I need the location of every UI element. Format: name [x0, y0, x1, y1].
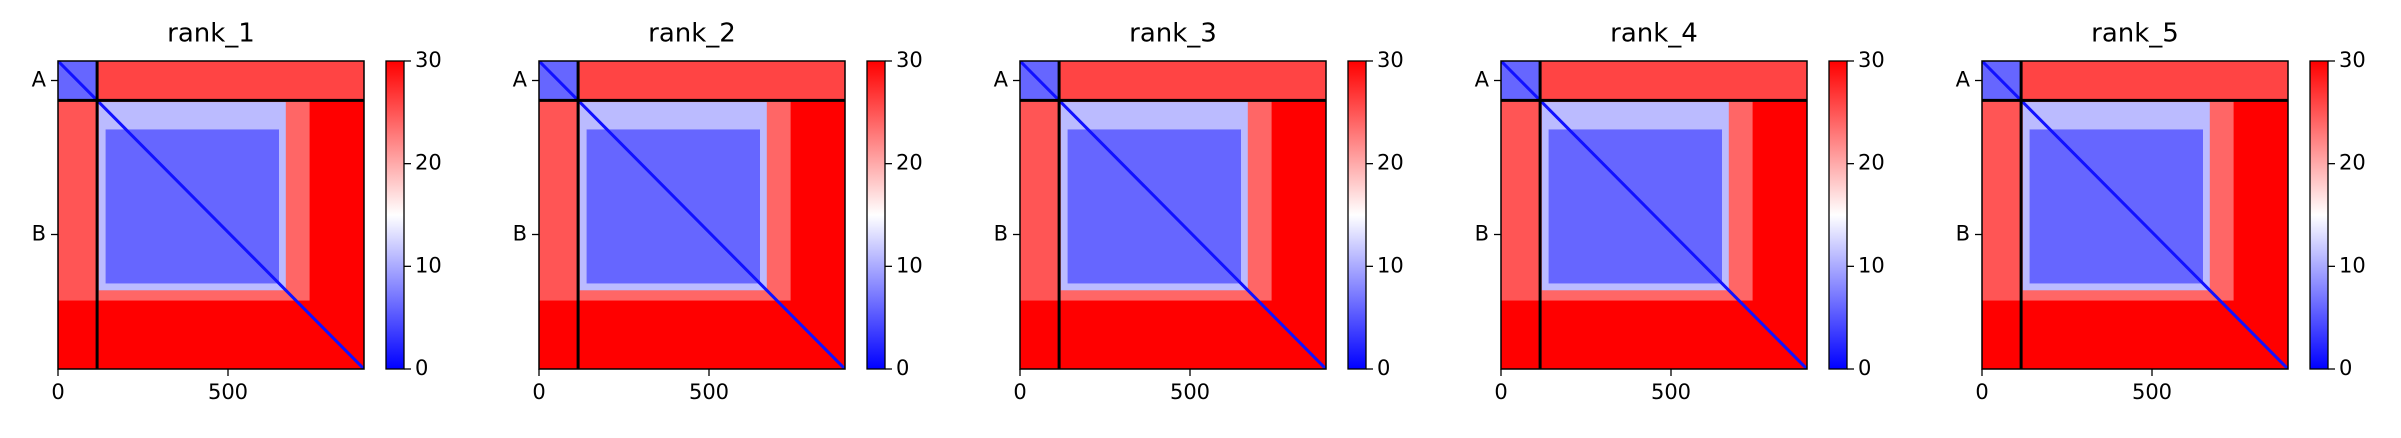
colorbar-tick-label: 0 [2339, 356, 2352, 380]
diagonal [1020, 61, 1326, 369]
diagonal [1982, 61, 2288, 369]
frame [1500, 60, 1808, 370]
panel-title: rank_4 [1610, 19, 1698, 49]
heat-block [1020, 100, 1060, 301]
x-tick-label: 500 [208, 380, 248, 404]
x-tick-label: 0 [51, 380, 64, 404]
diagonal [58, 61, 364, 369]
colorbar-tick-label: 30 [1858, 48, 1885, 72]
heatmap [1501, 61, 1807, 369]
y-tick-label: B [1475, 222, 1489, 246]
y-tick-label: B [1956, 222, 1970, 246]
colorbar [1828, 60, 1848, 370]
heat-block [1067, 129, 1241, 284]
heat-block [586, 129, 760, 284]
heat-block [1540, 61, 1807, 101]
heat-block [578, 61, 845, 101]
heat-block [1548, 129, 1722, 284]
colorbar-tick-label: 10 [896, 253, 923, 277]
colorbar-tick-label: 30 [2339, 48, 2366, 72]
colorbar-tick-label: 0 [1858, 356, 1871, 380]
diagonal [1501, 61, 1807, 369]
heat-block [97, 61, 364, 101]
colorbar-tick-label: 20 [896, 151, 923, 175]
colorbar-tick-label: 10 [2339, 253, 2366, 277]
x-tick-label: 0 [1013, 380, 1026, 404]
colorbar [1347, 60, 1367, 370]
colorbar-tick-label: 20 [1858, 151, 1885, 175]
y-tick-label: A [1956, 68, 1971, 92]
frame [1981, 60, 2289, 370]
heat-block [539, 100, 579, 301]
y-tick-label: A [32, 68, 47, 92]
colorbar-tick-label: 10 [1377, 253, 1404, 277]
heat-block [1501, 100, 1541, 301]
y-tick-label: B [32, 222, 46, 246]
colorbar-tick-label: 0 [1377, 356, 1390, 380]
colorbar-tick-label: 30 [896, 48, 923, 72]
colorbar-tick-label: 0 [415, 356, 428, 380]
panel-title: rank_3 [1129, 19, 1217, 49]
x-tick-label: 500 [1170, 380, 1210, 404]
panel-title: rank_5 [2091, 19, 2179, 49]
heat-block [2029, 129, 2203, 284]
frame [57, 60, 365, 370]
colorbar-tick-label: 10 [415, 253, 442, 277]
heat-block [105, 129, 279, 284]
heatmap [1982, 61, 2288, 369]
y-tick-label: B [994, 222, 1008, 246]
x-tick-label: 0 [532, 380, 545, 404]
x-tick-label: 500 [1651, 380, 1691, 404]
y-tick-label: A [1475, 68, 1490, 92]
colorbar [385, 60, 405, 370]
panel-title: rank_1 [167, 19, 255, 49]
y-tick-label: A [994, 68, 1009, 92]
panel-title: rank_2 [648, 19, 736, 49]
heatmap [58, 61, 364, 369]
diagonal [539, 61, 845, 369]
colorbar-tick-label: 20 [1377, 151, 1404, 175]
colorbar-tick-label: 20 [415, 151, 442, 175]
y-tick-label: A [513, 68, 528, 92]
colorbar-tick-label: 0 [896, 356, 909, 380]
frame [538, 60, 846, 370]
heat-block [1059, 61, 1326, 101]
colorbar-tick-label: 30 [415, 48, 442, 72]
x-tick-label: 0 [1975, 380, 1988, 404]
x-tick-label: 500 [689, 380, 729, 404]
heatmap [1020, 61, 1326, 369]
x-tick-label: 0 [1494, 380, 1507, 404]
heat-block [1982, 100, 2022, 301]
frame [1019, 60, 1327, 370]
colorbar-tick-label: 30 [1377, 48, 1404, 72]
colorbar [2309, 60, 2329, 370]
x-tick-label: 500 [2132, 380, 2172, 404]
heat-block [2021, 61, 2288, 101]
colorbar-tick-label: 20 [2339, 151, 2366, 175]
colorbar [866, 60, 886, 370]
y-tick-label: B [513, 222, 527, 246]
colorbar-tick-label: 10 [1858, 253, 1885, 277]
heat-block [58, 100, 98, 301]
heatmap [539, 61, 845, 369]
